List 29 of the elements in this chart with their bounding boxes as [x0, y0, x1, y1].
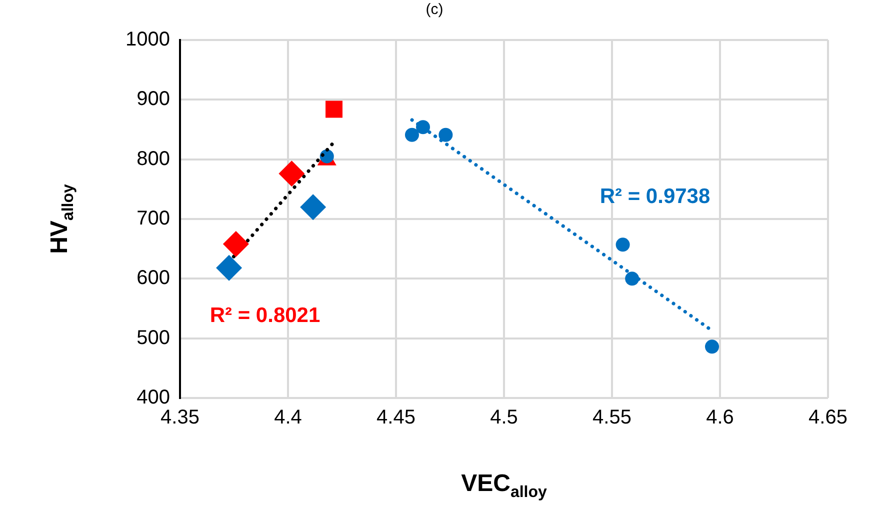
annotation: R² = 0.9738 [600, 184, 710, 208]
x-tick-label: 4.5 [490, 406, 518, 429]
x-axis-title: VEC$_{alloy}$ [460, 470, 548, 502]
x-tick-label: 4.6 [706, 406, 734, 429]
y-tick-label: 500 [136, 326, 170, 349]
x-tick-label: 4.4 [274, 406, 302, 429]
x-tick-label: 4.35 [160, 406, 200, 429]
point [438, 128, 453, 142]
point [616, 238, 630, 252]
point [216, 254, 242, 281]
y-tick-label: 800 [136, 148, 170, 170]
point [416, 120, 430, 134]
y-tick-label: 600 [136, 267, 170, 290]
y-tick-label: 1000 [126, 28, 170, 51]
x-tick-label: 4.55 [592, 406, 632, 429]
point [300, 194, 326, 220]
point [404, 128, 419, 142]
y-tick-label: 900 [136, 88, 170, 110]
point [625, 272, 640, 286]
point [278, 160, 305, 187]
point [326, 100, 342, 118]
x-tick-label: 4.65 [808, 406, 848, 429]
point [705, 340, 720, 354]
annotation: R² = 0.8021 [210, 304, 320, 327]
y-tick-label: 400 [136, 386, 170, 409]
y-tick-label: 700 [136, 208, 170, 230]
x-tick-label: 4.45 [376, 406, 416, 429]
point [222, 231, 249, 258]
chart-title: (c) [424, 1, 444, 18]
